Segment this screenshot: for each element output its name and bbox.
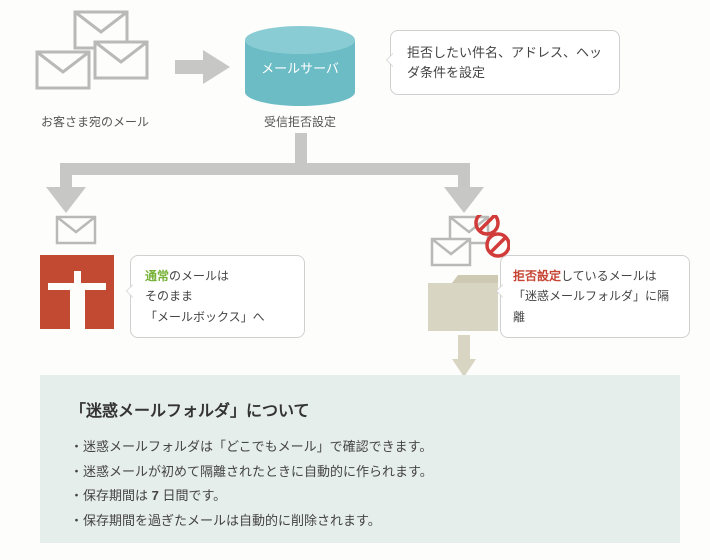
arrow-right-icon <box>175 50 230 89</box>
info-box: 「迷惑メールフォルダ」について 迷惑メールフォルダは「どこでもメール」で確認でき… <box>40 375 680 543</box>
blocked-mail-icons <box>430 215 510 280</box>
info-title: 「迷惑メールフォルダ」について <box>70 397 650 421</box>
info-list: 迷惑メールフォルダは「どこでもメール」で確認できます。 迷惑メールが初めて隔離さ… <box>70 435 650 534</box>
info-item: 保存期間を過ぎたメールは自動的に削除されます。 <box>70 509 650 534</box>
split-arrow-icon <box>40 133 510 218</box>
prohibit-icon <box>487 234 509 256</box>
diagram-root: お客さま宛のメール メールサーバ 受信拒否設定 拒否したい件名、アドレス、ヘッダ… <box>0 0 710 560</box>
envelope-icon <box>35 50 91 90</box>
caption-server: 受信拒否設定 <box>240 113 360 130</box>
normal-highlight: 通常 <box>145 269 169 283</box>
blocked-mail-bubble: 拒否設定しているメールは 「迷惑メールフォルダ」に隔離 <box>500 255 690 338</box>
spam-folder-icon <box>428 275 498 336</box>
settings-bubble-text: 拒否したい件名、アドレス、ヘッダ条件を設定 <box>407 45 602 80</box>
server-label: メールサーバ <box>240 58 360 77</box>
mail-server-icon: メールサーバ <box>240 25 360 112</box>
info-item: 迷惑メールフォルダは「どこでもメール」で確認できます。 <box>70 435 650 460</box>
info-item: 保存期間は 7 日間です。 <box>70 484 650 509</box>
info-item: 迷惑メールが初めて隔離されたときに自動的に作られます。 <box>70 460 650 485</box>
normal-mail-icon <box>55 215 97 250</box>
mailbox-icon <box>40 255 114 334</box>
envelope-icon <box>93 40 149 80</box>
settings-bubble: 拒否したい件名、アドレス、ヘッダ条件を設定 <box>390 30 620 95</box>
blocked-highlight: 拒否設定 <box>513 269 561 283</box>
normal-mail-bubble: 通常のメールは そのまま 「メールボックス」へ <box>130 255 305 338</box>
caption-incoming: お客さま宛のメール <box>30 113 160 130</box>
